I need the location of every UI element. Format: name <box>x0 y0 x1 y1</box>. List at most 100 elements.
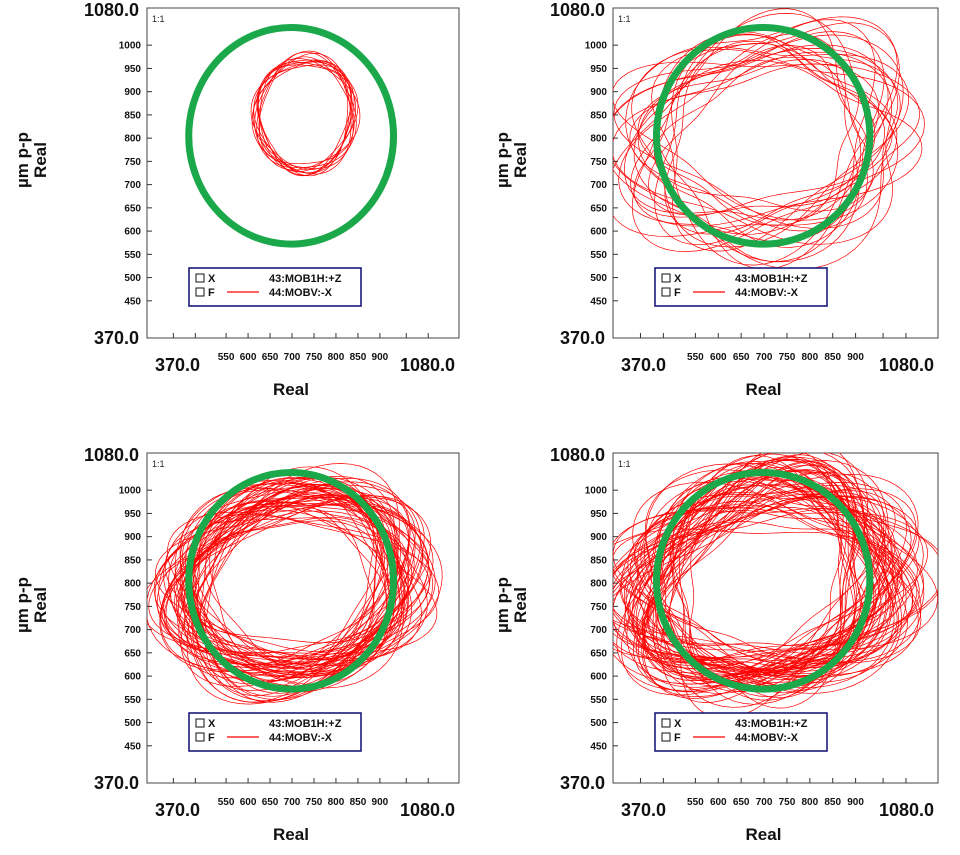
y-min-label: 370.0 <box>94 773 139 793</box>
x-tick-label: 900 <box>847 797 864 808</box>
x-tick-label: 600 <box>710 797 727 808</box>
y-tick-label: 850 <box>590 110 607 121</box>
legend-checkbox <box>195 732 205 742</box>
x-axis-title: Real <box>273 825 309 844</box>
x-tick-label: 700 <box>284 797 301 808</box>
y-tick-label: 800 <box>590 579 607 590</box>
x-min-label: 370.0 <box>621 800 666 820</box>
legend-series-name: 44:MOBV:-X <box>269 732 333 744</box>
y-tick-label: 950 <box>590 509 607 520</box>
y-tick-label: 700 <box>124 180 141 191</box>
x-tick-label: 850 <box>350 797 367 808</box>
reference-circle <box>652 469 874 693</box>
legend: X 43:MOB1H:+Z F 44:MOBV:-X <box>188 267 362 307</box>
x-max-label: 1080.0 <box>400 355 455 375</box>
orbit-panel-bottom-right: 1:1 1000 950 900 850 800 750 700 650 600 550 500 450… <box>493 445 939 844</box>
legend-series-name: 43:MOB1H:+Z <box>735 273 808 285</box>
orbit-trace-loop <box>613 469 914 655</box>
orbit-trace-loop <box>637 507 843 661</box>
orbit-trace-loop <box>619 488 917 687</box>
ratio-label: 1:1 <box>618 459 631 469</box>
orbit-trace-loop <box>613 496 920 674</box>
y-tick-label: 900 <box>590 532 607 543</box>
y-tick-label: 500 <box>124 718 141 729</box>
y-tick-label: 700 <box>590 180 607 191</box>
y-tick-label: 750 <box>124 157 141 168</box>
y-axis-title-line2: Real <box>31 142 50 178</box>
orbit-trace-loop <box>613 61 920 221</box>
y-tick-label: 950 <box>124 509 141 520</box>
x-tick-label: 700 <box>284 352 301 363</box>
y-axis-title-line2: Real <box>511 142 530 178</box>
x-tick-label: 700 <box>756 352 773 363</box>
y-tick-label: 900 <box>124 532 141 543</box>
reference-circle <box>652 24 874 248</box>
legend-checkbox <box>661 718 671 728</box>
y-max-label: 1080.0 <box>84 0 139 20</box>
orbit-trace-loop <box>613 495 909 678</box>
y-tick-label: 950 <box>590 64 607 75</box>
legend-checkbox <box>661 287 671 297</box>
orbit-trace-loop <box>613 484 898 664</box>
x-tick-label: 800 <box>801 352 818 363</box>
y-tick-label: 600 <box>590 672 607 683</box>
x-min-label: 370.0 <box>621 355 666 375</box>
legend-key: X <box>208 718 216 730</box>
y-tick-label: 550 <box>124 695 141 706</box>
orbit-trace-loop <box>196 495 413 672</box>
legend-key: F <box>208 287 215 299</box>
x-tick-label: 750 <box>779 797 796 808</box>
orbit-trace-loop <box>635 453 889 675</box>
legend-box <box>654 712 828 752</box>
y-axis-title-line2: Real <box>511 587 530 623</box>
ratio-label: 1:1 <box>618 14 631 24</box>
y-axis-title: µm p-p Real <box>493 132 530 188</box>
legend-checkbox <box>195 273 205 283</box>
legend-series-name: 43:MOB1H:+Z <box>269 718 342 730</box>
x-tick-label: 900 <box>372 352 389 363</box>
x-tick-label: 550 <box>687 797 704 808</box>
y-tick-label: 500 <box>590 273 607 284</box>
x-tick-label: 650 <box>733 797 750 808</box>
x-min-label: 370.0 <box>155 355 200 375</box>
y-tick-label: 650 <box>590 203 607 214</box>
orbit-trace-loop <box>644 453 925 681</box>
legend-checkbox <box>661 732 671 742</box>
orbit-trace-loop <box>613 51 893 245</box>
legend-series-name: 43:MOB1H:+Z <box>269 273 342 285</box>
y-tick-label: 1000 <box>119 486 142 497</box>
y-tick-label: 650 <box>124 648 141 659</box>
legend-box <box>188 712 362 752</box>
orbit-traces <box>613 453 938 719</box>
y-tick-label: 550 <box>590 250 607 261</box>
y-tick-label: 700 <box>590 625 607 636</box>
y-max-label: 1080.0 <box>550 0 605 20</box>
y-tick-label: 750 <box>590 157 607 168</box>
orbit-trace-loop <box>669 464 862 691</box>
orbit-trace-loop <box>194 491 402 672</box>
orbit-trace-loop <box>174 483 410 703</box>
x-tick-label: 800 <box>801 797 818 808</box>
x-tick-label: 600 <box>240 352 257 363</box>
x-tick-label: 700 <box>756 797 773 808</box>
legend: X 43:MOB1H:+Z F 44:MOBV:-X <box>654 712 828 752</box>
x-max-label: 1080.0 <box>879 800 934 820</box>
y-tick-label: 850 <box>124 110 141 121</box>
orbit-panel-bottom-left: 1:1 1000 950 900 850 800 750 700 650 600 550 500 450… <box>13 445 460 844</box>
orbit-trace-loop <box>613 456 895 689</box>
orbit-trace-loop <box>654 33 876 246</box>
orbit-trace-loop <box>165 485 394 675</box>
x-tick-label: 750 <box>779 352 796 363</box>
x-tick-label: 600 <box>240 797 257 808</box>
y-min-label: 370.0 <box>560 773 605 793</box>
y-tick-label: 550 <box>124 250 141 261</box>
legend-key: F <box>674 287 681 299</box>
orbit-trace-loop <box>637 31 885 248</box>
x-tick-label: 850 <box>350 352 367 363</box>
legend-key: F <box>674 732 681 744</box>
reference-circle <box>185 24 398 248</box>
legend-series-name: 43:MOB1H:+Z <box>735 718 808 730</box>
y-tick-label: 550 <box>590 695 607 706</box>
orbit-trace-loop <box>616 471 913 691</box>
